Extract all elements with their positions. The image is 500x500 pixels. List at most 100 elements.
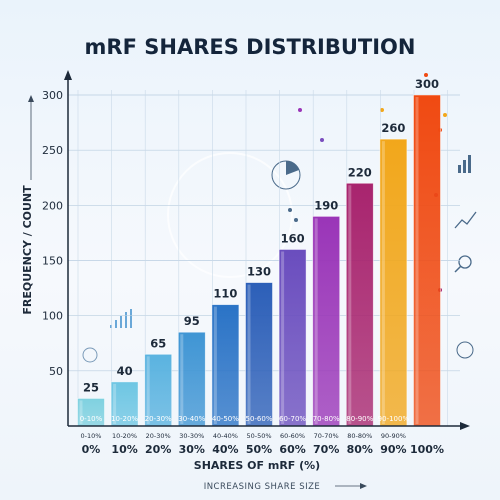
chart-title: mRF SHARES DISTRIBUTION bbox=[85, 35, 416, 59]
pie-icon-slice bbox=[286, 161, 299, 175]
x-axis-subtitle-arrow-head bbox=[360, 483, 367, 489]
bar-highlight bbox=[381, 141, 385, 424]
bar bbox=[413, 94, 441, 427]
decor-dot bbox=[298, 108, 302, 112]
value-label: 220 bbox=[348, 165, 372, 179]
category-label: 60-70% bbox=[279, 415, 306, 423]
under-bar-label: 40-40% bbox=[213, 432, 238, 440]
percent-label: 50% bbox=[246, 443, 272, 456]
bar bbox=[177, 331, 206, 427]
bar-highlight bbox=[415, 97, 419, 424]
under-bar-label: 10-20% bbox=[112, 432, 137, 440]
percent-label: 10% bbox=[111, 443, 137, 456]
percent-label: 80% bbox=[347, 443, 373, 456]
bar-icon bbox=[463, 160, 466, 173]
bar bbox=[245, 282, 273, 427]
bar-icon bbox=[458, 165, 461, 173]
category-label: 90-100% bbox=[378, 415, 410, 423]
under-bar-labels: 0-10% 10-20% 20-30% 30-30% 40-40% 50-50% 60-60… bbox=[81, 432, 406, 440]
category-labels: 0-10% 10-20% 20-30% 30-40% 40-50% 50-60% 60-70… bbox=[80, 415, 410, 423]
bar-highlight bbox=[314, 218, 318, 424]
value-label: 25 bbox=[83, 380, 99, 394]
category-label: 40-50% bbox=[212, 415, 239, 423]
percent-label: 60% bbox=[279, 443, 305, 456]
y-tick-label: 150 bbox=[42, 255, 63, 268]
y-axis-ticks: 50 100 150 200 250 300 bbox=[42, 89, 63, 378]
mini-bar-icon bbox=[120, 316, 122, 328]
category-label: 0-10% bbox=[80, 415, 103, 423]
bar-highlight bbox=[180, 334, 184, 424]
under-bar-label: 20-30% bbox=[146, 432, 171, 440]
decor-dot bbox=[380, 108, 384, 112]
bar bbox=[211, 304, 240, 427]
magnifier-icon bbox=[458, 255, 472, 269]
bars bbox=[77, 94, 441, 427]
bar bbox=[312, 215, 341, 427]
bar bbox=[278, 249, 307, 427]
x-axis-arrow bbox=[460, 422, 470, 430]
under-bar-label: 0-10% bbox=[81, 432, 102, 440]
bar-highlight bbox=[348, 185, 352, 424]
value-label: 300 bbox=[415, 77, 439, 91]
line-chart-icon bbox=[454, 211, 477, 229]
percent-label: 70% bbox=[313, 443, 339, 456]
decor-dot bbox=[288, 208, 292, 212]
y-tick-label: 50 bbox=[49, 365, 63, 378]
bar-highlight bbox=[146, 356, 150, 424]
bar-highlight bbox=[79, 400, 83, 424]
y-tick-label: 100 bbox=[42, 310, 63, 323]
value-label: 260 bbox=[381, 121, 405, 135]
percent-label: 30% bbox=[179, 443, 205, 456]
bar-highlight bbox=[213, 306, 217, 424]
x-axis-title: SHARES OF mRF (%) bbox=[194, 459, 320, 472]
mini-bar-icon bbox=[110, 325, 112, 328]
y-tick-label: 200 bbox=[42, 199, 63, 212]
category-label: 20-30% bbox=[145, 415, 172, 423]
x-axis-subtitle: INCREASING SHARE SIZE bbox=[204, 482, 321, 492]
decor-dot bbox=[443, 113, 447, 117]
under-bar-label: 70-70% bbox=[314, 432, 339, 440]
category-label: 30-40% bbox=[178, 415, 205, 423]
percent-label: 20% bbox=[145, 443, 171, 456]
decor-dot bbox=[294, 218, 298, 222]
y-axis-arrow bbox=[64, 70, 72, 80]
value-label: 190 bbox=[314, 198, 338, 212]
value-label: 110 bbox=[213, 287, 237, 301]
mini-bar-icon bbox=[130, 309, 132, 328]
bar bbox=[345, 182, 374, 427]
y-tick-label: 250 bbox=[42, 144, 63, 157]
percent-label: 40% bbox=[212, 443, 238, 456]
bar bbox=[144, 353, 173, 427]
pie-icon bbox=[456, 341, 474, 359]
category-label: 80-90% bbox=[346, 415, 373, 423]
pie-icon bbox=[82, 347, 98, 363]
under-bar-label: 90-90% bbox=[381, 432, 406, 440]
percent-label: 0% bbox=[82, 443, 101, 456]
value-label: 130 bbox=[247, 265, 271, 279]
under-bar-label: 80-80% bbox=[347, 432, 372, 440]
under-bar-label: 60-60% bbox=[280, 432, 305, 440]
decor-dot bbox=[424, 73, 428, 77]
category-label: 50-60% bbox=[246, 415, 273, 423]
decorations bbox=[82, 73, 477, 363]
glow-ring bbox=[167, 152, 293, 278]
value-label: 95 bbox=[184, 314, 200, 328]
under-bar-label: 50-50% bbox=[246, 432, 271, 440]
percent-label: 90% bbox=[380, 443, 406, 456]
value-labels: 25 40 65 95 110 130 160 190 220 260 300 bbox=[83, 77, 439, 394]
value-label: 160 bbox=[281, 231, 305, 245]
percent-labels: 0% 10% 20% 30% 40% 50% 60% 70% 80% 90% 100% bbox=[82, 443, 444, 456]
under-bar-label: 30-30% bbox=[179, 432, 204, 440]
mini-bar-icon bbox=[125, 312, 127, 328]
y-axis-title: FREQUENCY / COUNT bbox=[21, 185, 34, 315]
value-label: 65 bbox=[150, 336, 166, 350]
bar-highlight bbox=[113, 383, 117, 424]
magnifier-icon-handle bbox=[454, 265, 462, 273]
value-label: 40 bbox=[117, 364, 133, 378]
y-tick-label: 300 bbox=[42, 89, 63, 102]
category-label: 10-20% bbox=[111, 415, 138, 423]
percent-label: 100% bbox=[410, 443, 444, 456]
bar-icon bbox=[468, 155, 471, 173]
